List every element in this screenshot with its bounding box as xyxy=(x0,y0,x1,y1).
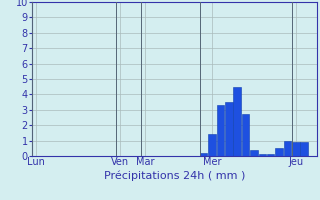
Bar xyxy=(225,102,233,156)
Bar xyxy=(275,148,283,156)
Bar xyxy=(300,142,308,156)
Bar xyxy=(200,153,207,156)
Bar xyxy=(292,142,300,156)
Bar xyxy=(259,154,266,156)
Bar xyxy=(267,154,275,156)
Bar xyxy=(242,114,249,156)
X-axis label: Précipitations 24h ( mm ): Précipitations 24h ( mm ) xyxy=(104,170,245,181)
Bar xyxy=(234,87,241,156)
Bar xyxy=(208,134,216,156)
Bar xyxy=(217,105,224,156)
Bar xyxy=(250,150,258,156)
Bar xyxy=(284,141,291,156)
